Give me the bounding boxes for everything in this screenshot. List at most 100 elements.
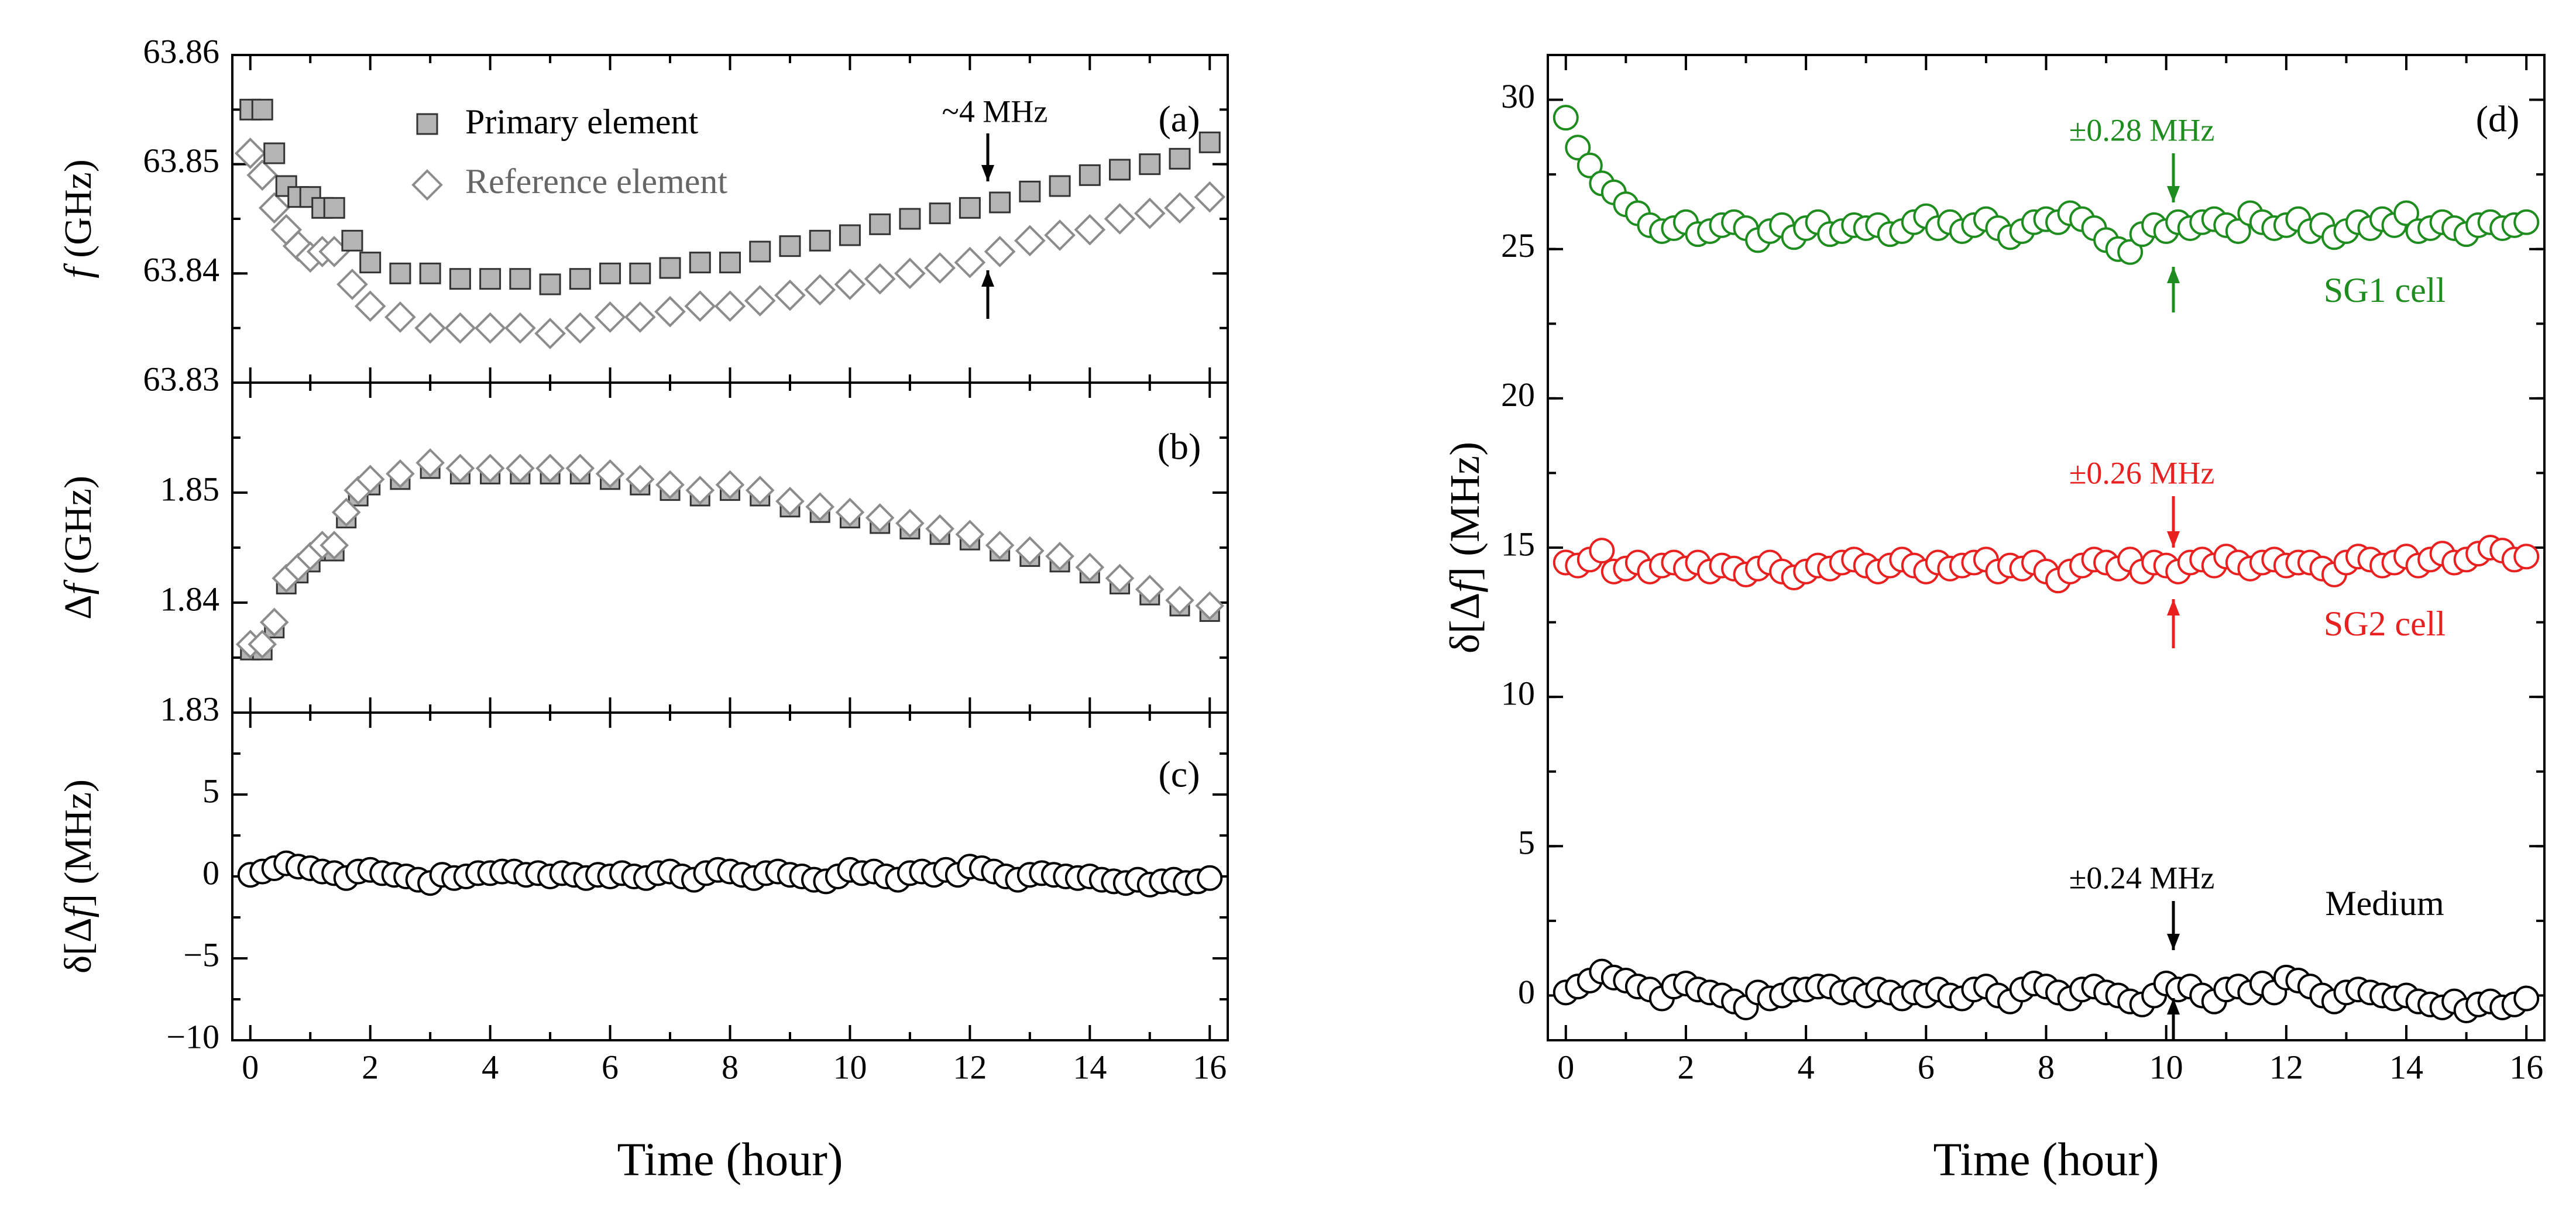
- medium-spread-label: ±0.24 MHz: [2069, 860, 2215, 895]
- delta-f-diamond: [685, 476, 715, 505]
- x-tick-label: 10: [2149, 1048, 2183, 1086]
- primary-element-point: [719, 252, 741, 274]
- primary-element-point: [629, 262, 651, 284]
- delta-f-diamond: [386, 459, 415, 489]
- primary-element-point: [1079, 164, 1101, 186]
- primary-element-point: [899, 208, 921, 230]
- delta-f-diamond: [895, 508, 925, 538]
- legend-primary-marker: [416, 113, 438, 135]
- reference-element-point: [234, 137, 266, 169]
- delta-f-diamond: [355, 465, 385, 494]
- primary-element-point: [539, 273, 561, 295]
- x-tick-label: 12: [2269, 1048, 2303, 1086]
- primary-element-point: [389, 262, 411, 284]
- y-tick-label: 1.83: [160, 690, 220, 728]
- x-tick-label: 14: [2389, 1048, 2423, 1086]
- panel-b-frame: [231, 381, 1229, 714]
- primary-element-point: [299, 186, 321, 208]
- sg1-cell-point: [1553, 105, 1579, 131]
- sg1-cell-point: [1576, 152, 1603, 178]
- delta-f-diamond: [565, 453, 595, 483]
- delta-f-diamond: [715, 470, 745, 500]
- sg2-arrow-up-head: [2167, 599, 2180, 615]
- x-tick-label: 4: [482, 1048, 499, 1086]
- delta-f-diamond: [535, 453, 565, 483]
- delta-f-diamond: [259, 607, 289, 637]
- arrow-down-a-head: [981, 165, 994, 181]
- legend-reference-marker: [411, 169, 443, 201]
- x-tick-label: 14: [1073, 1048, 1107, 1086]
- delta-f-diamond: [320, 531, 349, 560]
- medium-point-d: [2513, 985, 2540, 1012]
- legend-reference-label: Reference element: [465, 162, 727, 201]
- reference-element-point: [654, 295, 686, 328]
- delta-f-diamond: [1165, 586, 1194, 615]
- y-tick-label: 1.85: [160, 470, 220, 508]
- reference-element-point: [924, 252, 956, 284]
- delta-f-diamond: [1105, 563, 1135, 593]
- y-tick-label: 63.86: [143, 32, 220, 70]
- reference-element-point: [864, 263, 896, 295]
- x-tick-label: 6: [1918, 1048, 1935, 1086]
- reference-element-point: [594, 301, 626, 333]
- x-tick-label: 12: [953, 1048, 987, 1086]
- y-tick-label: 10: [1501, 674, 1535, 712]
- delta-f-diamond: [985, 531, 1015, 560]
- delta-f-diamond: [1135, 575, 1165, 604]
- y-tick-label: 63.84: [143, 251, 220, 289]
- delta-f-diamond: [475, 453, 505, 483]
- x-tick-label: 16: [1193, 1048, 1227, 1086]
- y-tick-label: 0: [1518, 973, 1535, 1011]
- y-axis-label-a: f (GHz): [57, 159, 99, 278]
- reference-element-point: [804, 274, 836, 306]
- primary-element-point: [689, 252, 711, 274]
- y-axis-label-d: δ[Δf] (MHz): [1441, 442, 1488, 654]
- delta-f-diamond: [445, 453, 475, 483]
- reference-element-point: [984, 236, 1016, 267]
- x-tick-label: 8: [722, 1048, 739, 1086]
- sg2-arrow-down-head: [2167, 531, 2180, 548]
- delta-f-diamond: [955, 520, 985, 549]
- reference-element-point: [624, 301, 656, 333]
- reference-element-point: [414, 312, 446, 344]
- primary-element-point: [359, 252, 382, 274]
- x-tick-label: 16: [2509, 1048, 2543, 1086]
- x-tick-label: 2: [362, 1048, 379, 1086]
- reference-element-point: [246, 159, 279, 191]
- primary-element-point: [809, 229, 831, 252]
- reference-element-point: [774, 279, 806, 311]
- delta-f-diamond: [775, 486, 805, 516]
- delta-f-diamond: [865, 503, 895, 532]
- reference-element-point: [954, 246, 986, 278]
- reference-element-point: [474, 312, 506, 344]
- reference-element-point: [354, 290, 386, 322]
- sg1-cell-point: [1565, 135, 1591, 161]
- delta-f-diamond: [625, 465, 655, 494]
- primary-element-point: [479, 268, 502, 290]
- y-tick-label: 15: [1501, 525, 1535, 563]
- delta-f-diamond: [745, 476, 775, 505]
- x-tick-label: 6: [602, 1048, 619, 1086]
- x-axis-label-left: Time (hour): [617, 1134, 843, 1185]
- sg1-cell-point: [2513, 209, 2540, 235]
- delta-f-diamond: [1195, 591, 1225, 621]
- reference-element-point: [384, 301, 416, 333]
- reference-element-point: [504, 312, 536, 344]
- primary-element-point: [599, 262, 621, 284]
- sg1-cell-point: [2393, 200, 2420, 226]
- reference-element-point: [684, 290, 716, 322]
- delta-f-diamond: [595, 459, 625, 489]
- reference-element-point: [1134, 197, 1166, 229]
- y-tick-label: −5: [183, 936, 219, 974]
- medium-arrow-down-head: [2167, 934, 2180, 950]
- delta-f-diamond: [655, 470, 685, 500]
- x-tick-label: 2: [1677, 1048, 1694, 1086]
- primary-element-point: [959, 197, 981, 219]
- x-tick-label: 0: [242, 1048, 259, 1086]
- annotation-4mhz: ~4 MHz: [942, 94, 1048, 129]
- reference-element-point: [1164, 192, 1196, 224]
- delta-f-diamond: [805, 492, 835, 522]
- delta-f-diamond: [415, 448, 445, 477]
- y-tick-label: 20: [1501, 376, 1535, 414]
